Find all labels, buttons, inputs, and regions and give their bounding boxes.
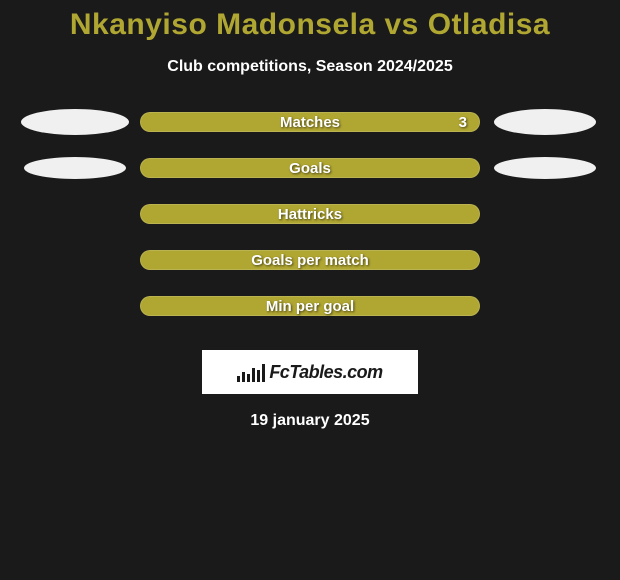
stat-label: Matches — [280, 114, 340, 131]
stat-row-goals-per-match: Goals per match — [10, 250, 610, 270]
right-ellipse — [494, 109, 596, 135]
stat-value-right: 3 — [459, 114, 467, 131]
left-ellipse — [21, 109, 129, 135]
stat-label: Hattricks — [278, 206, 342, 223]
vs-text: vs — [385, 8, 419, 41]
left-ellipse-slot — [10, 109, 140, 135]
chart-area: Matches 3 Goals — [10, 112, 610, 342]
logo-text: FcTables.com — [269, 362, 382, 383]
stat-bar: Hattricks — [140, 204, 480, 224]
stat-row-matches: Matches 3 — [10, 112, 610, 132]
right-ellipse — [494, 157, 596, 179]
stat-bar: Goals — [140, 158, 480, 178]
stat-bar: Goals per match — [140, 250, 480, 270]
stat-label: Goals per match — [251, 252, 369, 269]
logo-bars-icon — [237, 362, 265, 382]
stat-row-min-per-goal: Min per goal — [10, 296, 610, 316]
logo-box: FcTables.com — [202, 350, 418, 394]
comparison-infographic: Nkanyiso Madonsela vs Otladisa Club comp… — [0, 0, 620, 580]
stat-label: Min per goal — [266, 298, 354, 315]
page-title: Nkanyiso Madonsela vs Otladisa — [70, 8, 550, 42]
player2-name: Otladisa — [428, 8, 550, 41]
subtitle: Club competitions, Season 2024/2025 — [167, 58, 452, 76]
stat-label: Goals — [289, 160, 331, 177]
left-ellipse — [24, 157, 126, 179]
stat-row-goals: Goals — [10, 158, 610, 178]
stat-bar: Min per goal — [140, 296, 480, 316]
stat-bar: Matches 3 — [140, 112, 480, 132]
player1-name: Nkanyiso Madonsela — [70, 8, 376, 41]
right-ellipse-slot — [480, 109, 610, 135]
stat-row-hattricks: Hattricks — [10, 204, 610, 224]
date-label: 19 january 2025 — [250, 412, 369, 430]
